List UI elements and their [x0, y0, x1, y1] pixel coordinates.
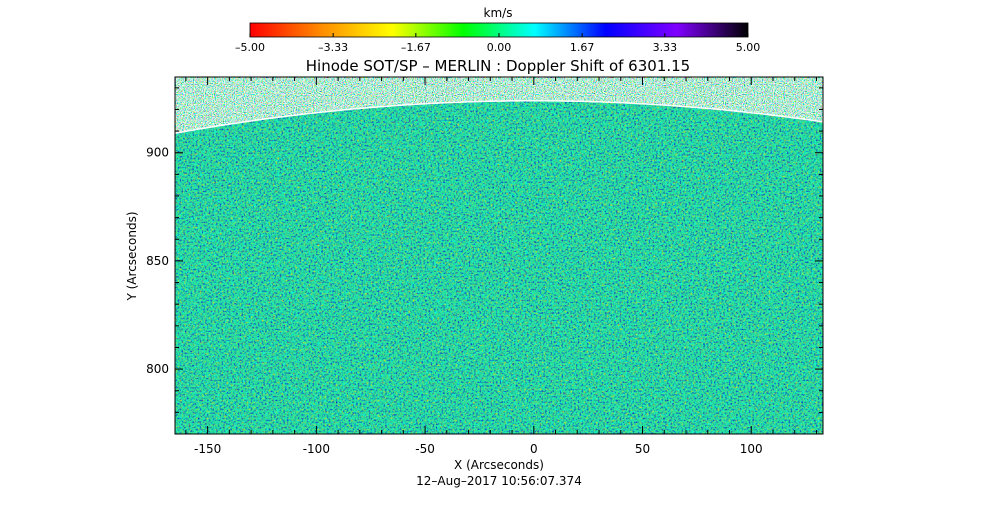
colorbar-tick-label: 1.67 — [570, 41, 595, 54]
colorbar-tick-label: 0.00 — [487, 41, 512, 54]
colorbar-tick-label: –1.67 — [401, 41, 431, 54]
plot-area: -150 -100 -50 0 50 100 800 850 900 — [146, 76, 824, 456]
plot-frame — [174, 76, 824, 435]
y-axis-label: Y (Arcseconds) — [125, 211, 139, 301]
y-tick-label: 850 — [146, 254, 169, 268]
x-tick-label: 100 — [740, 442, 763, 456]
colorbar-tick-label: 3.33 — [653, 41, 678, 54]
x-axis-label: X (Arcseconds) — [454, 458, 544, 472]
colorbar-tick-label: –5.00 — [235, 41, 265, 54]
timestamp: 12–Aug–2017 10:56:07.374 — [416, 474, 582, 488]
chart-title: Hinode SOT/SP – MERLIN : Doppler Shift o… — [306, 57, 690, 75]
y-axis: 800 850 900 — [146, 87, 823, 413]
y-tick-label: 800 — [146, 362, 169, 376]
x-tick-label: 0 — [530, 442, 538, 456]
colorbar-tick-label: –3.33 — [318, 41, 348, 54]
x-tick-label: -100 — [303, 442, 330, 456]
colorbar: km/s –5.00 –3.33 –1.67 0.00 1.67 3.33 5.00 — [235, 6, 760, 54]
x-axis: -150 -100 -50 0 50 100 — [185, 77, 817, 456]
colorbar-ticks: –5.00 –3.33 –1.67 0.00 1.67 3.33 5.00 — [235, 33, 760, 54]
x-tick-label: 50 — [635, 442, 650, 456]
y-tick-label: 900 — [146, 146, 169, 160]
map-blue-speckle — [175, 77, 823, 434]
x-tick-label: -50 — [415, 442, 435, 456]
x-tick-label: -150 — [194, 442, 221, 456]
doppler-map — [175, 77, 823, 434]
colorbar-tick-label: 5.00 — [736, 41, 761, 54]
colorbar-label: km/s — [484, 6, 513, 20]
solar-limb — [175, 100, 823, 135]
